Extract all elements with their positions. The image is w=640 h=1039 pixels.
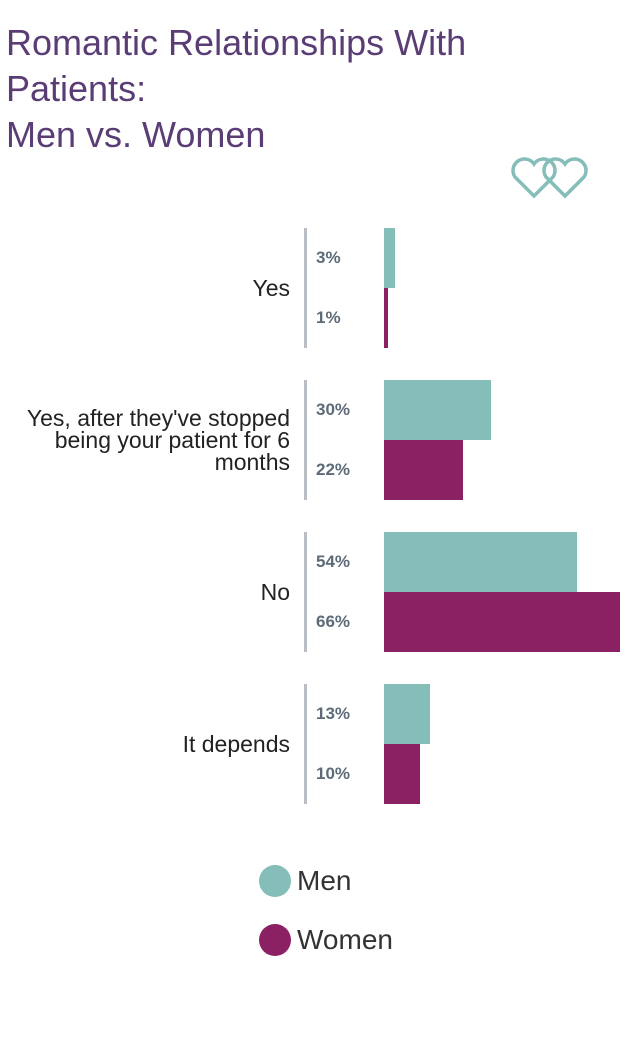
hearts-icon bbox=[511, 157, 588, 199]
category-label: No bbox=[260, 579, 290, 605]
category-label: It depends bbox=[182, 731, 290, 757]
value-label: 13% bbox=[316, 704, 351, 723]
chart-title: Romantic Relationships With Patients: Men… bbox=[6, 20, 546, 158]
value-label: 54% bbox=[316, 552, 351, 571]
bar bbox=[384, 592, 621, 652]
bar bbox=[384, 744, 420, 804]
bar bbox=[384, 684, 431, 744]
value-label: 30% bbox=[316, 400, 351, 419]
separator bbox=[304, 228, 307, 348]
bar bbox=[384, 288, 388, 348]
legend-label: Women bbox=[297, 924, 393, 955]
legend-marker bbox=[259, 924, 291, 956]
separator bbox=[304, 684, 307, 804]
bar bbox=[384, 228, 395, 288]
separator bbox=[304, 532, 307, 652]
category-label: Yes, after they've stopped being your pa… bbox=[26, 405, 290, 475]
legend-marker bbox=[259, 865, 291, 897]
value-label: 10% bbox=[316, 764, 351, 783]
value-label: 1% bbox=[316, 308, 341, 327]
category-label: Yes bbox=[252, 275, 290, 301]
bar bbox=[384, 380, 492, 440]
title-line: Men vs. Women bbox=[6, 114, 266, 155]
bar bbox=[384, 532, 578, 592]
bar bbox=[384, 440, 463, 500]
value-label: 3% bbox=[316, 248, 341, 267]
value-label: 22% bbox=[316, 460, 351, 479]
separator bbox=[304, 380, 307, 500]
value-label: 66% bbox=[316, 612, 351, 631]
title-line: Romantic Relationships With Patients: bbox=[6, 22, 467, 109]
legend-label: Men bbox=[297, 865, 352, 896]
